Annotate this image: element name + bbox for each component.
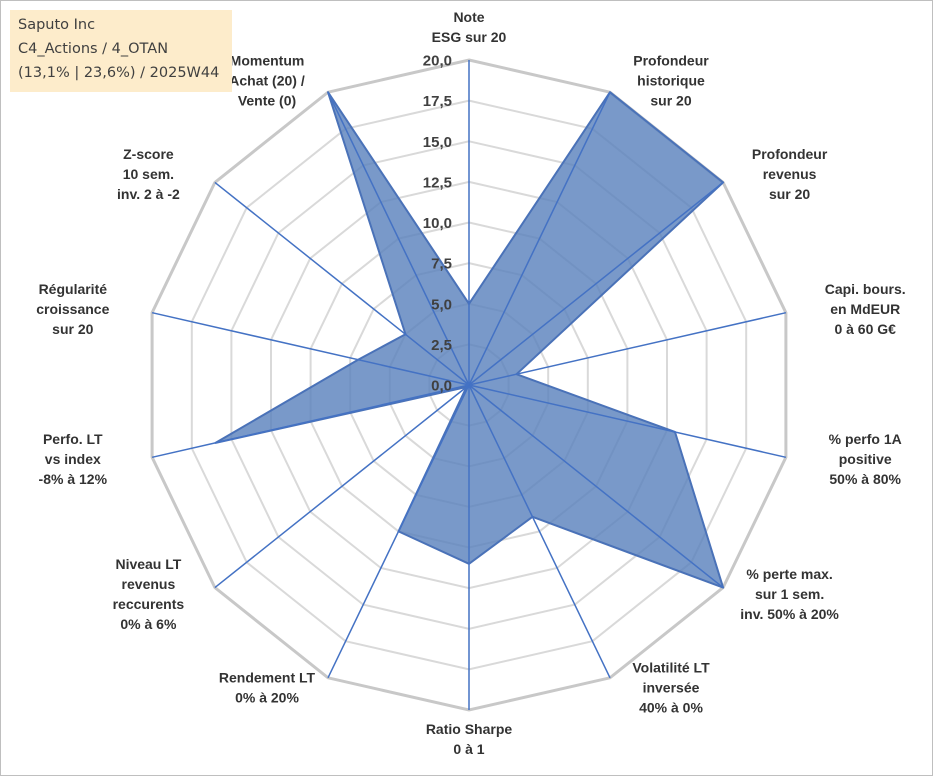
axis-spoke [468, 384, 787, 459]
axis-label: Volatilité LT inversée 40% à 0% [632, 660, 710, 716]
axis-label: % perfo 1A positive 50% à 80% [829, 431, 902, 487]
axis-spoke [468, 384, 611, 679]
axis-label: Régularité croissance sur 20 [36, 281, 109, 337]
title-line-category: C4_Actions / 4_OTAN [18, 41, 169, 57]
axis-spoke [468, 384, 724, 589]
axis-label: Rendement LT 0% à 20% [219, 670, 316, 706]
axis-spoke [468, 91, 611, 386]
axis-label: Momentum Achat (20) / Vente (0) [229, 52, 305, 108]
axis-label: Profondeur historique sur 20 [633, 52, 709, 108]
axis-spoke [327, 384, 470, 679]
axis-label: Perfo. LT vs index -8% à 12% [39, 431, 108, 487]
tick-label: 5,0 [431, 296, 452, 313]
axis-spoke [468, 311, 787, 386]
axis-label: Note ESG sur 20 [432, 9, 507, 45]
axis-label: Niveau LT revenus reccurents 0% à 6% [113, 556, 185, 632]
axis-spoke [468, 181, 724, 386]
title-line-company: Saputo Inc [18, 17, 96, 33]
axis-label: % perte max. sur 1 sem. inv. 50% à 20% [740, 566, 839, 622]
tick-label: 0,0 [431, 378, 452, 395]
axis-label: Z-score 10 sem. inv. 2 à -2 [117, 146, 180, 202]
radar-tick-labels: 0,0 2,5 5,0 7,5 10,0 12,5 15,0 17,5 20,0 [423, 53, 452, 395]
axis-spoke [327, 91, 470, 386]
tick-label: 20,0 [423, 53, 452, 70]
axis-spoke [151, 384, 470, 459]
axis-label: Ratio Sharpe 0 à 1 [426, 721, 513, 757]
tick-label: 15,0 [423, 134, 452, 151]
tick-label: 12,5 [423, 174, 452, 191]
axis-spoke [214, 181, 470, 386]
axis-label: Capi. bours. en MdEUR 0 à 60 G€ [825, 281, 906, 337]
radar-axis-labels: Note ESG sur 20 Profondeur historique sur 20… [36, 9, 905, 757]
tick-label: 2,5 [431, 337, 452, 354]
title-box: Saputo Inc C4_Actions / 4_OTAN (13,1% | … [10, 10, 232, 92]
axis-label: Profondeur revenus sur 20 [752, 146, 828, 202]
axis-spoke [151, 311, 470, 386]
tick-label: 7,5 [431, 256, 452, 273]
title-line-stats: (13,1% | 23,6%) / 2025W44 [18, 65, 220, 81]
tick-label: 10,0 [423, 215, 452, 232]
tick-label: 17,5 [423, 93, 452, 110]
radar-spokes [151, 60, 787, 710]
axis-spoke [214, 384, 470, 589]
